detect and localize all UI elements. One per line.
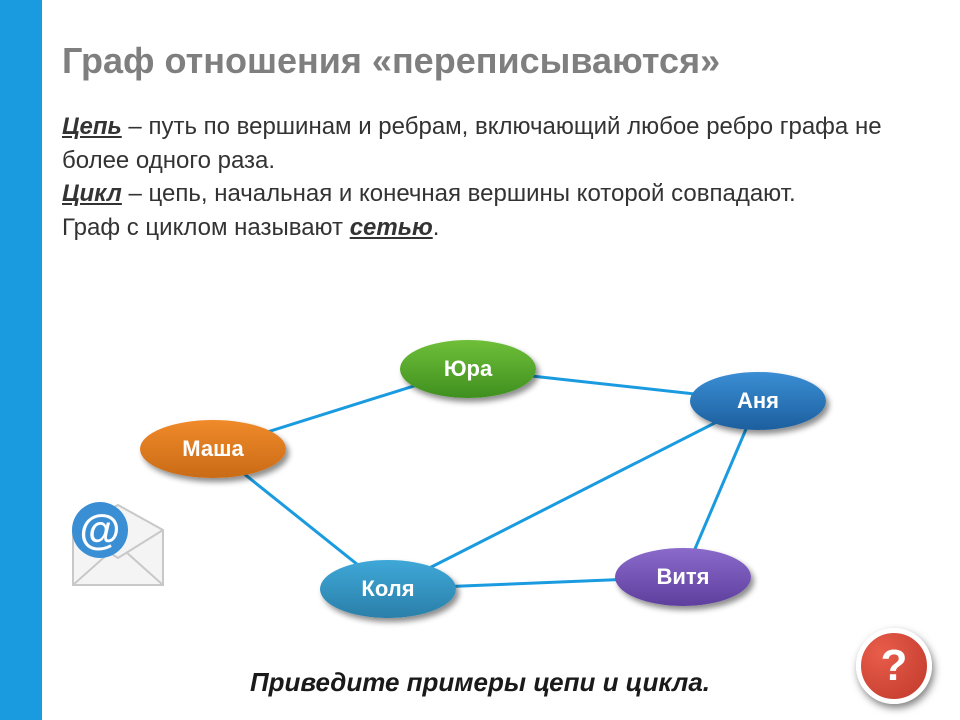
text-chain: – путь по вершинам и ребрам, включающий … bbox=[62, 113, 882, 174]
def-network: Граф с циклом называют сетью. bbox=[62, 211, 930, 245]
term-network: сетью bbox=[350, 214, 433, 241]
node-masha: Маша bbox=[140, 420, 286, 478]
question-mark: ? bbox=[881, 641, 908, 691]
email-icon: @ bbox=[58, 490, 178, 600]
question-badge: ? bbox=[856, 628, 932, 704]
def-cycle: Цикл – цепь, начальная и конечная вершин… bbox=[62, 177, 930, 211]
text-cycle: – цепь, начальная и конечная вершины кот… bbox=[122, 180, 796, 207]
graph-diagram: Юра Аня Маша Коля Витя bbox=[60, 330, 920, 650]
text-network-pre: Граф с циклом называют bbox=[62, 214, 350, 241]
node-vitya: Витя bbox=[615, 548, 751, 606]
term-chain: Цепь bbox=[62, 113, 122, 140]
svg-text:@: @ bbox=[80, 506, 121, 553]
def-chain: Цепь – путь по вершинам и ребрам, включа… bbox=[62, 110, 930, 177]
footer-prompt: Приведите примеры цепи и цикла. bbox=[0, 667, 960, 698]
node-yura: Юра bbox=[400, 340, 536, 398]
page-title: Граф отношения «переписываются» bbox=[62, 40, 930, 82]
node-kolya: Коля bbox=[320, 560, 456, 618]
term-cycle: Цикл bbox=[62, 180, 122, 207]
node-anya: Аня bbox=[690, 372, 826, 430]
definitions-block: Цепь – путь по вершинам и ребрам, включа… bbox=[62, 110, 930, 244]
text-network-post: . bbox=[433, 214, 440, 241]
sidebar-accent bbox=[0, 0, 42, 720]
